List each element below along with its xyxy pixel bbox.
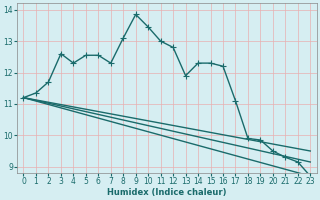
X-axis label: Humidex (Indice chaleur): Humidex (Indice chaleur) [107, 188, 227, 197]
